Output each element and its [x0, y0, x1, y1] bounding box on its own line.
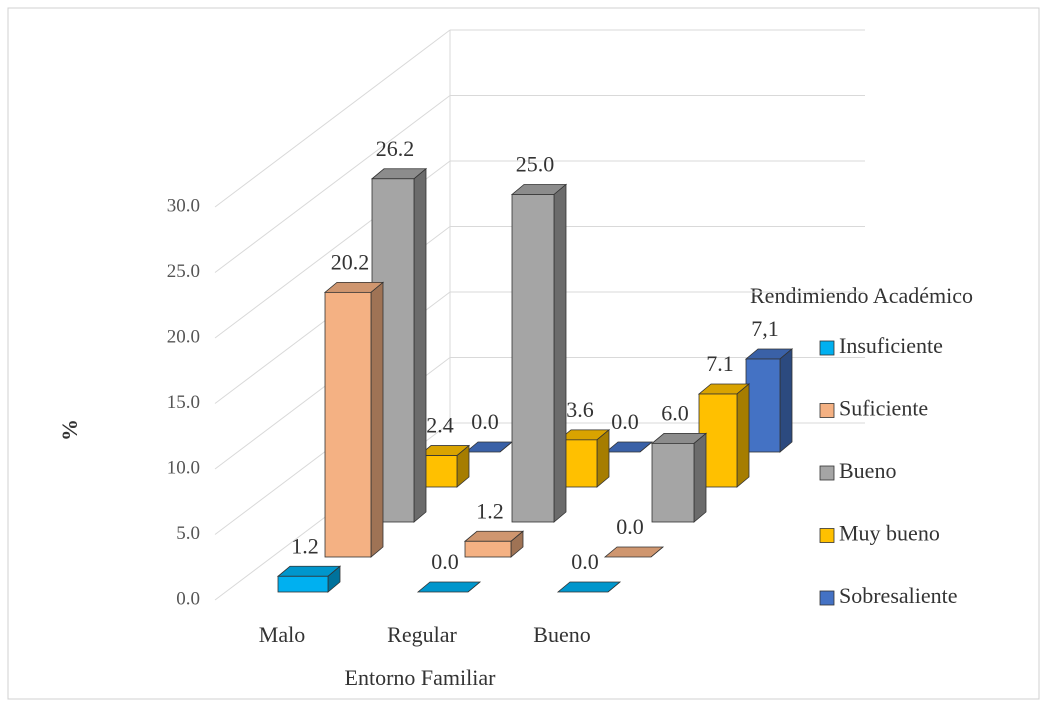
x-axis-title: Entorno Familiar	[345, 665, 497, 690]
bar-front	[464, 540, 512, 558]
data-label: 7.1	[706, 351, 734, 376]
grid-line	[214, 29, 451, 208]
bar-side	[693, 432, 707, 523]
bar-front	[511, 194, 555, 523]
x-tick-label: Bueno	[533, 622, 590, 647]
y-tick-label: 10.0	[167, 457, 200, 478]
bar-side	[596, 428, 610, 488]
legend-title: Rendimiendo Académico	[750, 283, 973, 308]
bar-side	[467, 581, 481, 593]
grid-line	[214, 95, 451, 273]
data-label: 0.0	[431, 549, 459, 574]
y-tick-label: 15.0	[167, 392, 200, 413]
y-tick-label: 5.0	[176, 523, 200, 544]
legend-swatch	[819, 590, 835, 606]
bar-side	[639, 441, 653, 453]
bar	[650, 432, 708, 523]
data-label: 1.2	[291, 533, 319, 558]
bar	[463, 530, 525, 558]
data-label: 1.2	[476, 498, 504, 523]
y-tick-label: 30.0	[167, 195, 200, 216]
legend-swatch	[819, 465, 835, 481]
legend-label: Bueno	[839, 458, 896, 483]
y-tick-label: 20.0	[167, 326, 200, 347]
bar	[276, 565, 342, 593]
data-label: 20.2	[331, 249, 370, 274]
bar	[510, 183, 568, 523]
data-label: 2.4	[426, 413, 454, 438]
legend-label: Insuficiente	[839, 333, 943, 358]
legend-swatch	[819, 340, 835, 356]
bar	[603, 546, 665, 558]
data-label: 0.0	[611, 409, 639, 434]
bar	[604, 441, 654, 453]
bar	[556, 581, 622, 593]
bar	[323, 281, 385, 558]
legend-label: Sobresaliente	[839, 583, 958, 608]
x-tick-label: Malo	[259, 622, 305, 647]
data-label: 6.0	[661, 400, 689, 425]
bar-side	[553, 183, 567, 523]
y-tick-label: 25.0	[167, 261, 200, 282]
bar-side	[650, 546, 664, 558]
data-label: 26.2	[376, 136, 415, 161]
y-axis-title: %	[57, 419, 82, 441]
bar	[417, 444, 471, 488]
bar	[744, 348, 794, 453]
bar-front	[324, 291, 372, 558]
bar-side	[779, 348, 793, 453]
bar-side	[370, 281, 384, 558]
data-label: 0.0	[571, 549, 599, 574]
data-label: 0.0	[471, 409, 499, 434]
bar-side	[607, 581, 621, 593]
legend-swatch	[819, 528, 835, 543]
data-label: 0.0	[616, 514, 644, 539]
bar-front	[651, 442, 695, 523]
bar-side	[736, 383, 750, 488]
data-label: 7,1	[751, 316, 779, 341]
bar-side	[413, 167, 427, 523]
x-tick-label: Regular	[387, 622, 457, 647]
bar	[416, 581, 482, 593]
legend-label: Muy bueno	[839, 521, 940, 546]
y-tick-label: 0.0	[176, 588, 200, 609]
bar	[697, 383, 751, 488]
legend-label: Suficiente	[839, 396, 928, 421]
legend-swatch	[819, 403, 835, 418]
data-label: 25.0	[516, 152, 555, 177]
bar-front	[277, 575, 329, 593]
bar	[557, 428, 611, 488]
bar-front	[745, 358, 781, 453]
data-label: 3.6	[566, 397, 594, 422]
